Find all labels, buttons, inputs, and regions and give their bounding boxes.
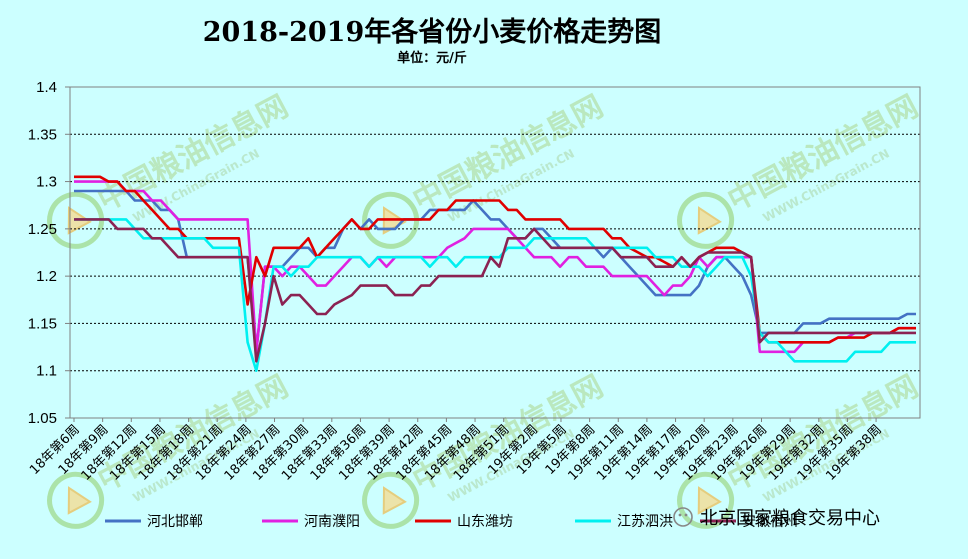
legend: 河北邯郸 河南濮阳 山东潍坊 江苏泗洪 安徽宿州 — [105, 513, 798, 530]
y-tick-label: 1.3 — [36, 174, 57, 191]
credit-text: 北京国家粮食交易中心 — [700, 508, 880, 529]
svg-text:中国粮油信息网: 中国粮油信息网 — [92, 89, 294, 218]
y-tick-label: 1.25 — [28, 221, 57, 238]
y-tick-label: 1.15 — [28, 315, 57, 332]
series-line — [74, 189, 916, 354]
legend-label: 安徽宿州 — [742, 513, 798, 530]
series-line — [74, 218, 916, 373]
legend-label: 江苏泗洪 — [617, 514, 673, 530]
legend-label: 河南濮阳 — [304, 514, 360, 530]
y-tick-label: 1.05 — [28, 410, 57, 427]
y-tick-label: 1.1 — [36, 363, 57, 380]
series-line — [74, 218, 916, 363]
wechat-icon — [673, 507, 693, 527]
legend-item: 安徽宿州 — [700, 513, 798, 530]
plot-area — [69, 86, 921, 419]
credit: 北京国家粮食交易中心 — [673, 507, 880, 529]
legend-item: 河南濮阳 — [262, 514, 360, 530]
y-tick-label: 1.4 — [36, 79, 57, 96]
series-lines — [74, 175, 916, 373]
legend-item: 山东潍坊 — [415, 514, 513, 530]
legend-label: 山东潍坊 — [457, 514, 513, 530]
legend-label: 河北邯郸 — [147, 514, 203, 530]
svg-text:中国粮油信息网: 中国粮油信息网 — [722, 89, 924, 218]
y-tick-label: 1.35 — [28, 126, 57, 143]
legend-item: 河北邯郸 — [105, 514, 203, 530]
svg-text:中国粮油信息网: 中国粮油信息网 — [407, 89, 609, 218]
series-line — [74, 180, 916, 354]
chart-unit: 单位：元/斤 — [397, 50, 467, 66]
y-axis-ticks: 1.05 1.1 1.15 1.2 1.25 1.3 1.35 1.4 — [28, 79, 70, 427]
y-tick-label: 1.2 — [36, 268, 57, 285]
chart-title: 2018-2019年各省份小麦价格走势图 — [203, 16, 662, 48]
legend-item: 江苏泗洪 — [575, 514, 673, 530]
